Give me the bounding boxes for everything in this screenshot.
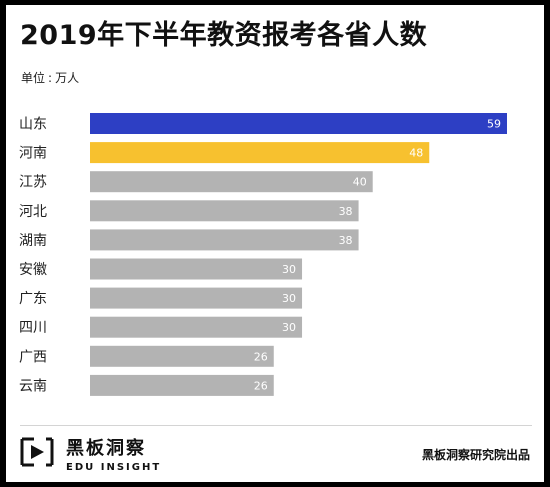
unit-label: 单位 [21,71,46,85]
source-credit: 黑板洞察研究院出品 [421,448,530,462]
bar [90,316,303,338]
category-label: 四川 [19,320,47,336]
bar [90,142,430,164]
category-label: 广西 [19,349,47,365]
category-label: 云南 [19,378,47,394]
category-label: 广东 [19,291,47,307]
footer-divider [20,425,532,426]
value-label: 26 [254,379,268,392]
value-label: 48 [409,147,423,160]
bar [90,113,507,134]
value-label: 59 [487,118,501,131]
category-label: 安徽 [19,262,47,278]
brand-name-cn: 黑板洞察 [66,438,146,459]
bar [90,374,274,396]
bar [90,345,274,367]
brand: 黑板洞察 EDU INSIGHT [66,434,161,473]
chart-title: 2019年下半年教资报考各省人数 [20,20,428,51]
bar [90,287,303,309]
value-label: 26 [254,350,268,363]
bar [90,171,373,193]
value-label: 38 [339,234,353,247]
category-label: 湖南 [19,233,47,249]
category-label: 河北 [19,204,47,220]
value-label: 30 [282,263,296,276]
category-label: 山东 [19,117,47,133]
brand-name-en: EDU INSIGHT [66,462,162,473]
value-label: 40 [353,176,367,189]
chart-card: 2019年下半年教资报考各省人数 单位: 万人 山东 59 河南 48 江苏 40 河北 38 湖… [6,5,544,482]
bar-chart: 山东 59 河南 48 江苏 40 河北 38 湖南 38 安徽 30 广东 30 四川 30 广西 26 云南 26 [19,113,507,396]
category-label: 河南 [19,146,47,162]
unit-note: 单位: 万人 [21,71,80,85]
edu-insight-logo-icon [20,437,54,467]
value-label: 30 [282,292,296,305]
unit-value: 万人 [55,71,80,85]
category-label: 江苏 [19,175,47,191]
bar [90,258,303,280]
value-label: 30 [282,321,296,334]
bar [90,200,359,222]
value-label: 38 [339,205,353,218]
bar [90,229,359,251]
